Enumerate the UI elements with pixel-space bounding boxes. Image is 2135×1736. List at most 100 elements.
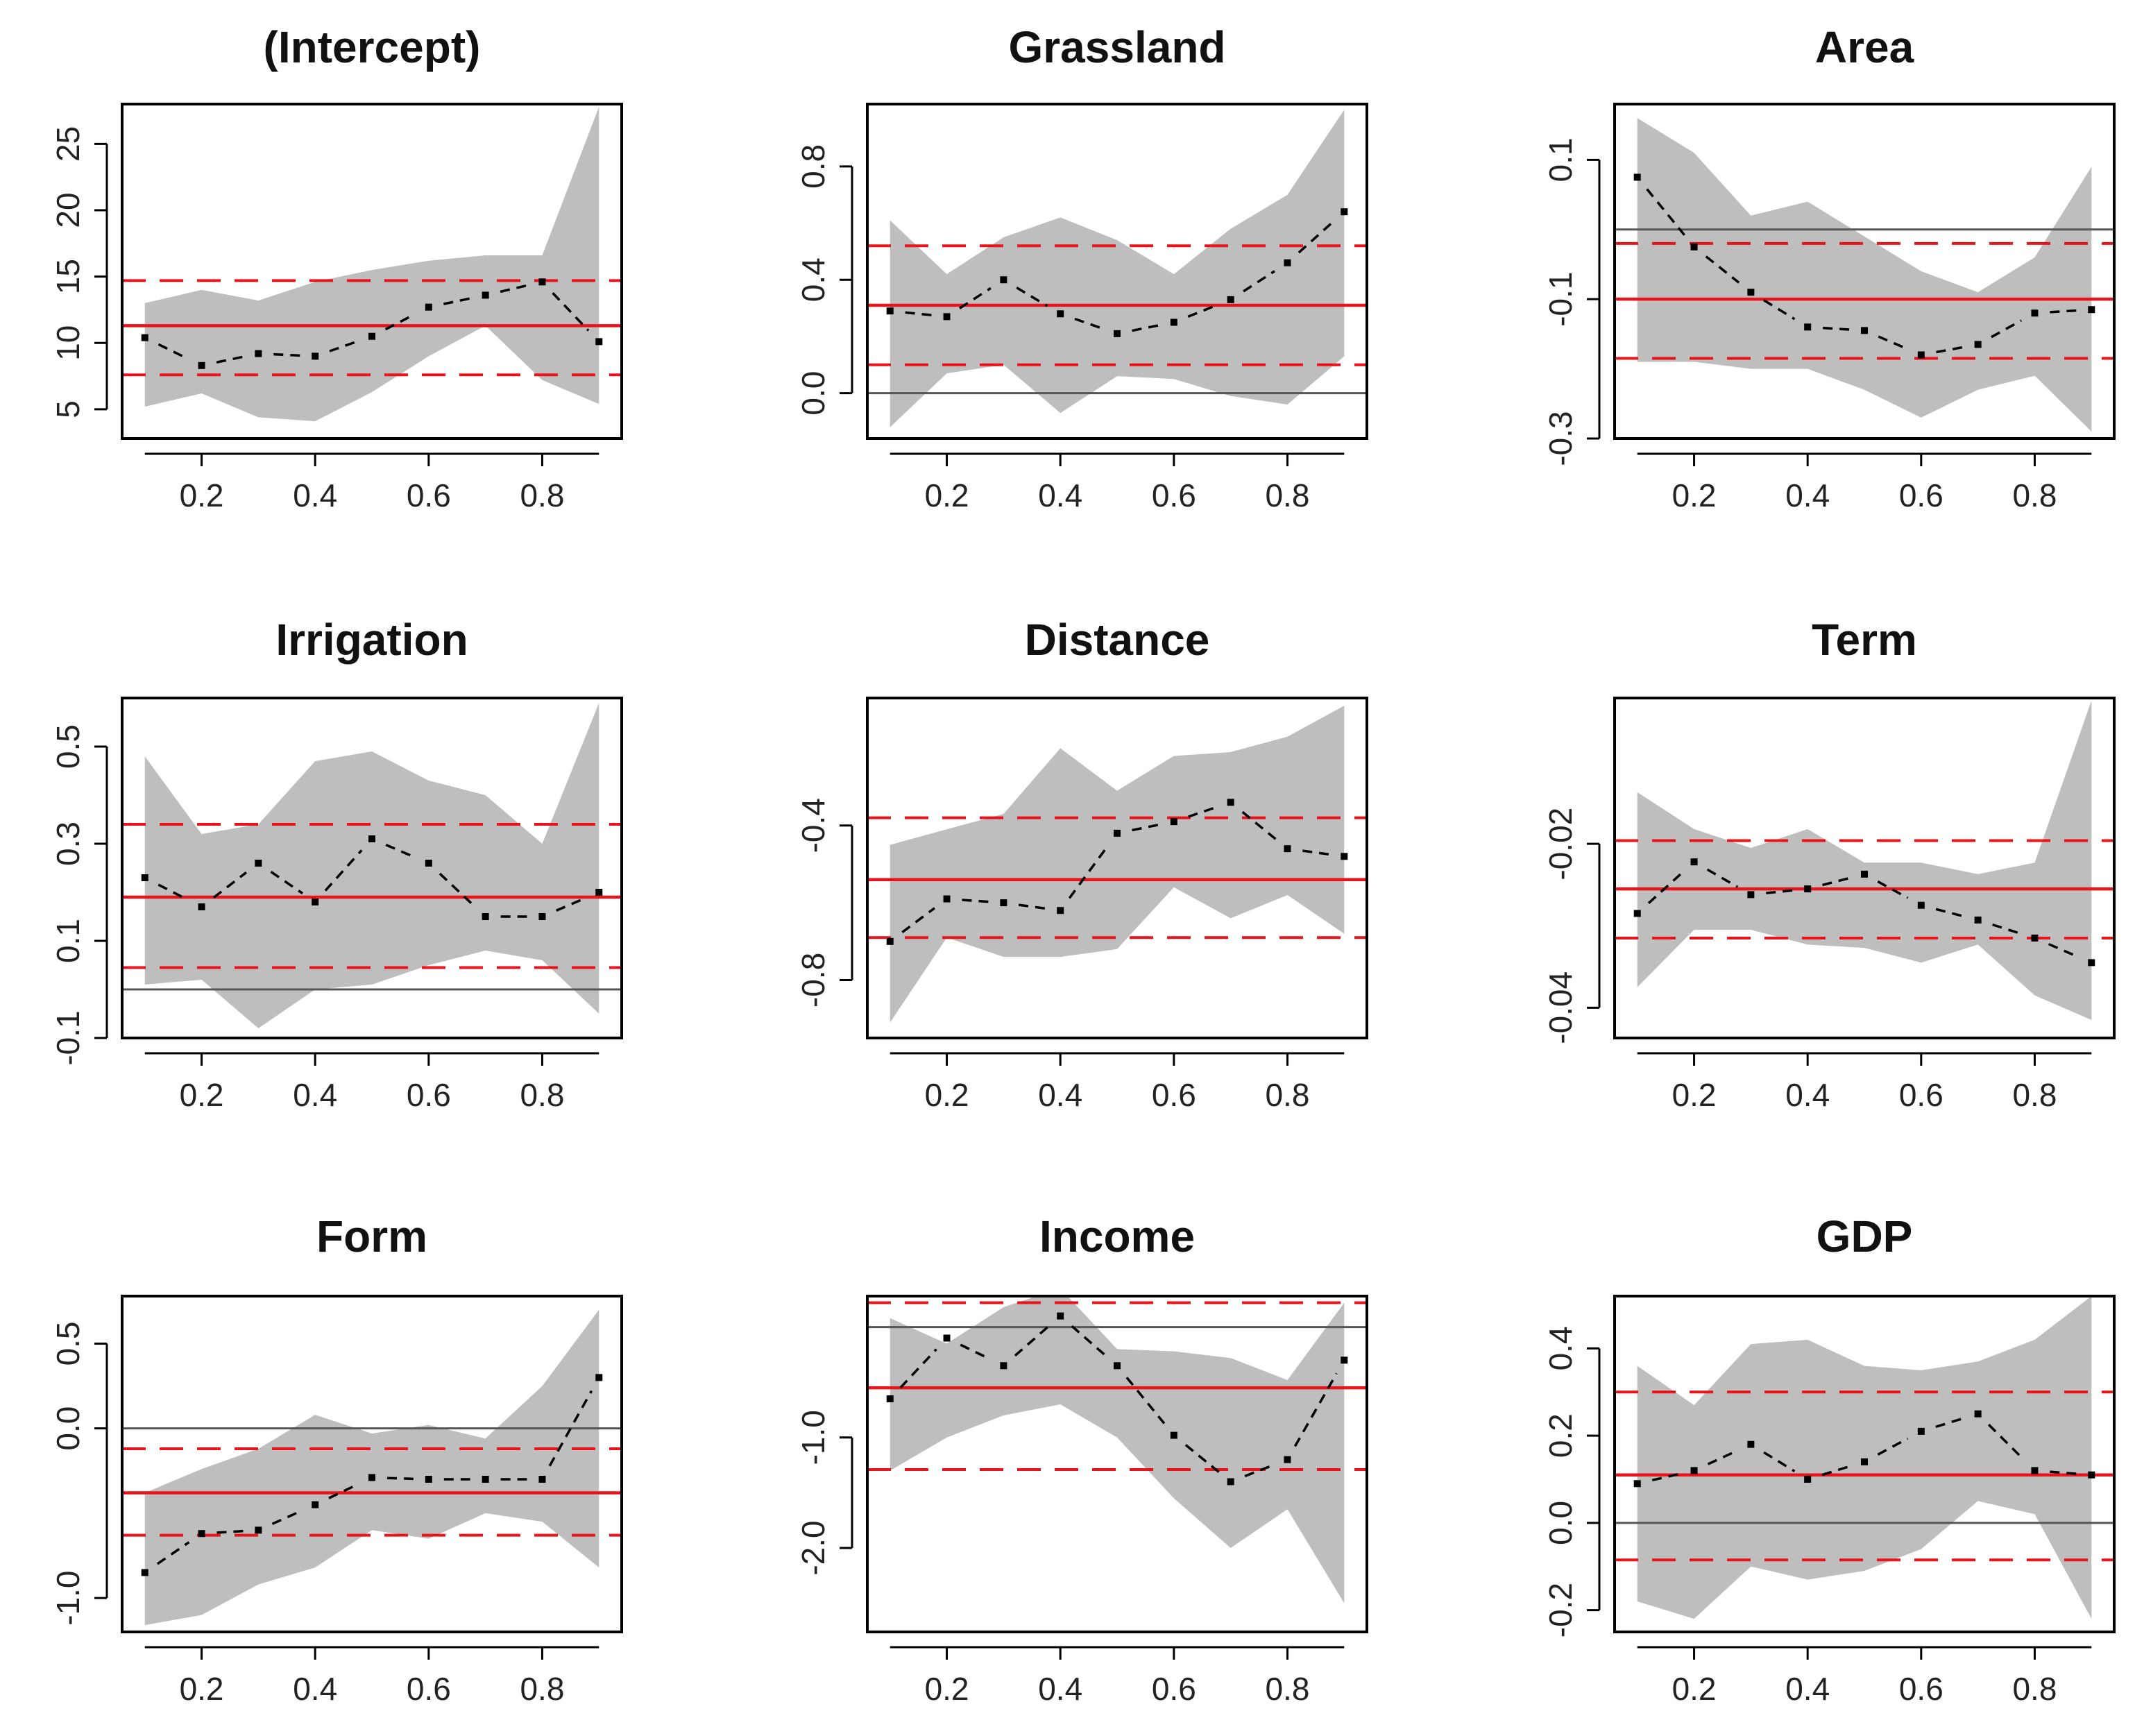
y-tick-label: 0.5 bbox=[50, 1321, 86, 1365]
estimate-point bbox=[1861, 327, 1868, 334]
x-tick-label: 0.2 bbox=[1672, 1671, 1717, 1707]
estimate-segment bbox=[328, 1483, 359, 1499]
y-tick-label: 0.4 bbox=[1542, 1326, 1579, 1370]
estimate-point bbox=[595, 1374, 603, 1381]
estimate-point bbox=[2031, 309, 2039, 317]
x-tick-label: 0.2 bbox=[1672, 477, 1717, 513]
estimate-segment bbox=[1877, 880, 1909, 899]
x-tick-label: 0.2 bbox=[1672, 1077, 1717, 1113]
estimate-point bbox=[1057, 310, 1064, 318]
estimate-segment bbox=[1298, 221, 1334, 254]
estimate-segment bbox=[1823, 326, 1850, 331]
y-tick-label: -0.02 bbox=[1542, 808, 1579, 880]
plot-area bbox=[122, 106, 622, 422]
panel-title: GDP bbox=[1817, 1211, 1913, 1261]
plot-frame bbox=[121, 697, 623, 1039]
plot-frame bbox=[866, 103, 1368, 440]
estimate-point bbox=[368, 835, 375, 842]
x-tick-label: 0.4 bbox=[293, 1077, 337, 1113]
plot-area bbox=[122, 703, 622, 1028]
estimate-segment bbox=[443, 297, 471, 305]
estimate-segment bbox=[899, 1348, 937, 1389]
confidence-band bbox=[890, 1296, 1345, 1603]
estimate-point bbox=[1057, 907, 1064, 914]
estimate-point bbox=[1974, 916, 1982, 924]
estimate-point bbox=[1227, 1478, 1234, 1486]
estimate-segment bbox=[1763, 299, 1796, 321]
estimate-segment bbox=[212, 871, 248, 899]
estimate-point bbox=[1861, 870, 1868, 878]
estimate-segment bbox=[1935, 908, 1964, 918]
x-tick-label: 0.8 bbox=[2012, 1077, 2057, 1113]
panel-form: 0.2 0.4 0.6 0.8 -1.0 0.0 0.5 Form bbox=[50, 1211, 623, 1707]
estimate-point bbox=[141, 334, 148, 341]
estimate-segment bbox=[216, 355, 244, 364]
estimate-point bbox=[482, 913, 489, 920]
estimate-point bbox=[1917, 901, 1925, 909]
estimate-segment bbox=[959, 287, 992, 309]
estimate-point bbox=[1227, 296, 1234, 303]
estimate-point bbox=[1227, 799, 1234, 806]
estimate-segment bbox=[1647, 871, 1684, 905]
estimate-point bbox=[538, 913, 546, 920]
estimate-point bbox=[1917, 351, 1925, 359]
plot-area bbox=[867, 1296, 1367, 1603]
confidence-band bbox=[890, 110, 1345, 427]
estimate-point bbox=[255, 860, 262, 867]
plot-area bbox=[867, 110, 1367, 427]
estimate-segment bbox=[1184, 1444, 1220, 1473]
y-tick-label: -0.1 bbox=[50, 1010, 86, 1065]
x-tick-label: 0.8 bbox=[1265, 1671, 1309, 1707]
x-tick-label: 0.4 bbox=[293, 1671, 337, 1707]
estimate-point bbox=[1633, 173, 1641, 181]
estimate-point bbox=[255, 1526, 262, 1534]
estimate-segment bbox=[1074, 317, 1103, 330]
estimate-point bbox=[368, 332, 375, 340]
estimate-point bbox=[1284, 845, 1291, 853]
x-tick-label: 0.6 bbox=[1152, 1671, 1196, 1707]
estimate-segment bbox=[1987, 1424, 2025, 1461]
y-tick-label: 0.4 bbox=[795, 257, 831, 302]
estimate-point bbox=[1170, 318, 1177, 326]
y-tick-label: 10 bbox=[50, 325, 86, 361]
y-tick-label: 20 bbox=[50, 192, 86, 228]
estimate-segment bbox=[270, 870, 304, 895]
estimate-point bbox=[141, 1569, 148, 1576]
estimate-segment bbox=[1936, 346, 1964, 354]
estimate-point bbox=[1861, 1458, 1868, 1465]
estimate-point bbox=[1747, 1440, 1755, 1448]
panel-title: Term bbox=[1812, 615, 1917, 665]
estimate-point bbox=[1690, 1467, 1698, 1474]
x-tick-label: 0.4 bbox=[1038, 477, 1082, 513]
estimate-point bbox=[1284, 1456, 1291, 1463]
panel-gdp: 0.2 0.4 0.6 0.8 -0.2 0.0 0.2 0.4 GDP bbox=[1542, 1211, 2116, 1707]
x-tick-label: 0.2 bbox=[180, 1077, 224, 1113]
estimate-point bbox=[1690, 243, 1698, 250]
plot-frame bbox=[866, 697, 1368, 1039]
confidence-band bbox=[1637, 118, 2092, 432]
confidence-band bbox=[1637, 1296, 2092, 1619]
estimate-point bbox=[595, 889, 603, 896]
estimate-segment bbox=[1302, 849, 1329, 856]
estimate-point bbox=[255, 350, 262, 357]
estimate-segment bbox=[385, 844, 416, 858]
estimate-point bbox=[482, 1476, 489, 1483]
estimate-point bbox=[2088, 959, 2095, 967]
panel-title: Area bbox=[1815, 22, 1914, 72]
estimate-point bbox=[198, 903, 205, 910]
estimate-point bbox=[1804, 1476, 1812, 1483]
estimate-point bbox=[198, 361, 205, 369]
estimate-segment bbox=[962, 899, 989, 903]
estimate-point bbox=[1974, 341, 1982, 348]
y-tick-label: -1.0 bbox=[795, 1410, 831, 1465]
panel-term: 0.2 0.4 0.6 0.8 -0.04 -0.02 Term bbox=[1542, 615, 2116, 1113]
estimate-point bbox=[2088, 1471, 2095, 1479]
y-tick-label: 0.1 bbox=[50, 919, 86, 963]
estimate-segment bbox=[271, 1510, 302, 1525]
x-tick-label: 0.4 bbox=[1038, 1671, 1082, 1707]
plot-area bbox=[1615, 700, 2114, 1020]
estimate-point bbox=[538, 278, 546, 286]
estimate-point bbox=[1804, 885, 1812, 893]
estimate-segment bbox=[1071, 1325, 1107, 1357]
confidence-band bbox=[144, 703, 599, 1028]
